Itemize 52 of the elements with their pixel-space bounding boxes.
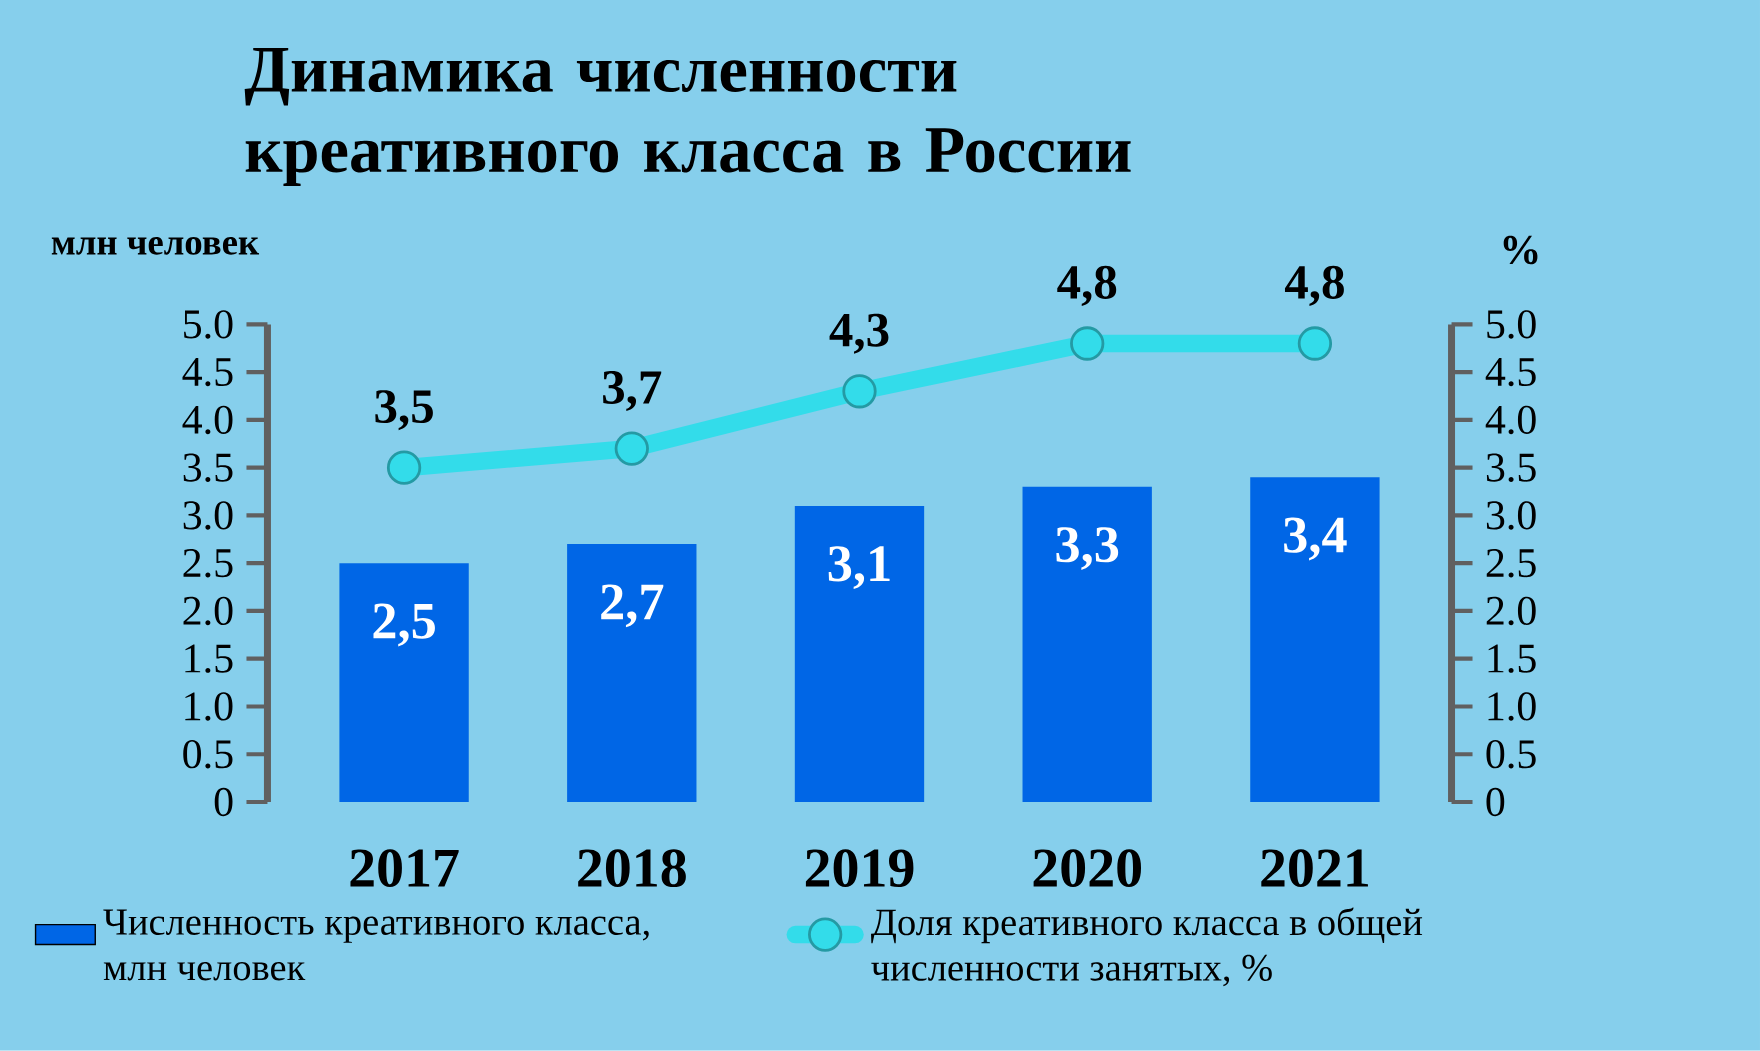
data-label: 3,4 [1284, 517, 1347, 561]
data-label: 2,7 [601, 584, 664, 628]
y-tick-label: 3.0 [183, 501, 233, 530]
x-tick-label: 2021 [1261, 849, 1368, 888]
x-tick-label: 2018 [578, 849, 686, 888]
legend-label: Численность креативного класса, млн человек [103, 909, 649, 981]
y2-tick-label: 3.5 [1486, 453, 1536, 482]
point [1070, 326, 1105, 361]
y-tick-label: 5.0 [184, 310, 233, 339]
y2-tick-label: 3.0 [1486, 501, 1536, 530]
y-tick-label: 2.0 [183, 596, 233, 626]
x-tick-label: 2019 [805, 849, 914, 888]
data-label: 4,3 [829, 313, 889, 354]
y-tick-label: 4.0 [182, 405, 233, 435]
legend-label: Доля креативного класса в общей численности занятых, % [871, 907, 1423, 987]
data-label: 3,7 [603, 371, 662, 412]
y2-tick-label: 4.0 [1485, 405, 1536, 435]
bar [1250, 477, 1380, 803]
data-label: 2,5 [373, 603, 435, 647]
chart-title: Динамика численности креативного класса в России [244, 48, 1131, 187]
y-tick-label: 1.0 [185, 692, 233, 721]
bar [567, 544, 697, 803]
y2-tick-label: 1.5 [1488, 644, 1536, 673]
y2-tick-label: 0 [1486, 787, 1505, 817]
y-tick-label: 3.5 [183, 453, 233, 482]
point [386, 450, 422, 485]
y-axis-title: млн человек [51, 237, 260, 255]
bar [339, 563, 469, 803]
data-label: 3,3 [1056, 527, 1119, 571]
y-tick-label: 0 [214, 787, 233, 817]
bar [794, 506, 925, 803]
y2-tick-label: 2.0 [1486, 596, 1536, 626]
data-label: 3,5 [375, 390, 433, 431]
y2-tick-label: 4.5 [1485, 358, 1536, 387]
point [614, 431, 649, 466]
point [1297, 326, 1333, 361]
y-tick-label: 4.5 [182, 358, 233, 387]
data-label: 4,8 [1284, 265, 1344, 307]
data-label: 3,1 [828, 546, 890, 590]
x-tick-label: 2017 [350, 849, 459, 888]
y2-tick-label: 2.5 [1486, 549, 1536, 578]
y2-tick-label: 5.0 [1487, 310, 1536, 339]
data-label: 4,8 [1057, 265, 1117, 307]
bar [1022, 486, 1152, 803]
x-tick-label: 2020 [1033, 849, 1142, 888]
y-tick-label: 2.5 [183, 549, 233, 578]
y2-tick-label: 1.0 [1488, 692, 1536, 721]
y2-axis-title: % [1503, 235, 1538, 265]
y-tick-label: 0.5 [183, 740, 233, 769]
point [842, 374, 877, 409]
y-tick-label: 1.5 [185, 644, 233, 673]
y2-tick-label: 0.5 [1486, 740, 1536, 769]
